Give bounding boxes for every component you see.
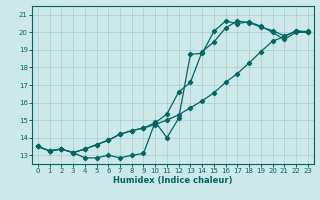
X-axis label: Humidex (Indice chaleur): Humidex (Indice chaleur) (113, 176, 233, 185)
